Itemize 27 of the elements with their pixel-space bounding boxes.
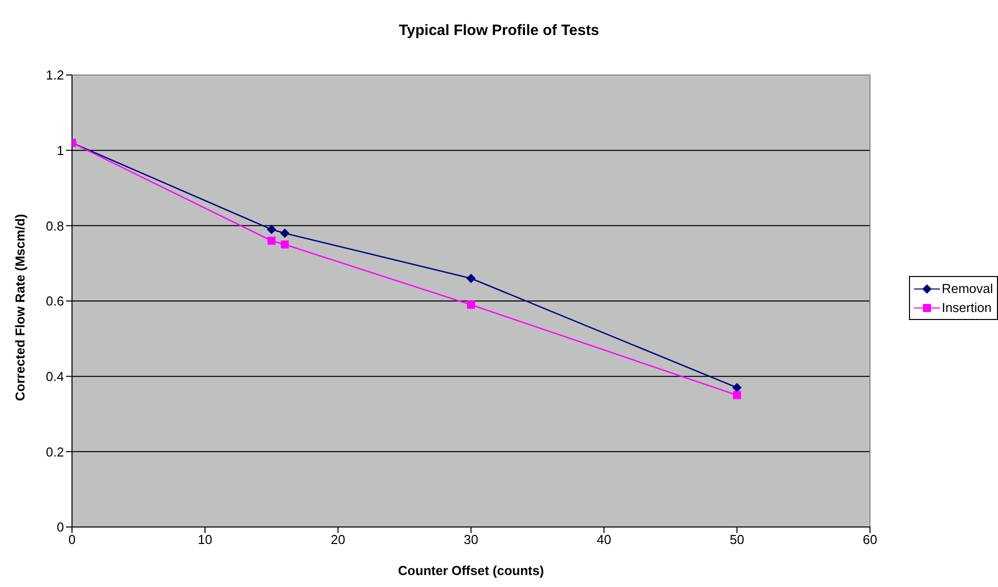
point bbox=[467, 300, 475, 309]
legend-label: Insertion bbox=[942, 300, 992, 315]
x-tick-label: 40 bbox=[596, 532, 612, 548]
point bbox=[280, 240, 289, 248]
x-tick-label: 0 bbox=[68, 532, 76, 548]
point bbox=[280, 228, 290, 238]
point bbox=[466, 274, 476, 283]
y-tick-label: 0.6 bbox=[46, 294, 64, 309]
y-tick-label: 0.2 bbox=[46, 444, 64, 460]
point bbox=[268, 236, 276, 245]
point bbox=[267, 224, 276, 234]
x-tick-label: 10 bbox=[198, 532, 212, 548]
point bbox=[732, 383, 742, 392]
y-tick-label: 0.4 bbox=[46, 368, 64, 384]
y-tick-label: 0 bbox=[56, 520, 64, 535]
x-tick-label: 60 bbox=[862, 532, 878, 548]
x-axis-title: Counter Offset (counts) bbox=[398, 563, 544, 578]
x-tick-label: 30 bbox=[464, 532, 478, 548]
y-axis-title: Corrected Flow Rate (Mscm/d) bbox=[12, 214, 28, 401]
legend-label: Removal bbox=[942, 281, 993, 296]
y-tick-label: 1.2 bbox=[46, 68, 64, 83]
chart-title: Typical Flow Profile of Tests bbox=[398, 22, 600, 39]
y-tick-label: 0.8 bbox=[46, 218, 64, 234]
x-tick-label: 20 bbox=[330, 532, 346, 548]
x-tick-label: 50 bbox=[730, 532, 744, 548]
y-tick-label: 1 bbox=[56, 142, 64, 158]
point bbox=[733, 391, 741, 400]
